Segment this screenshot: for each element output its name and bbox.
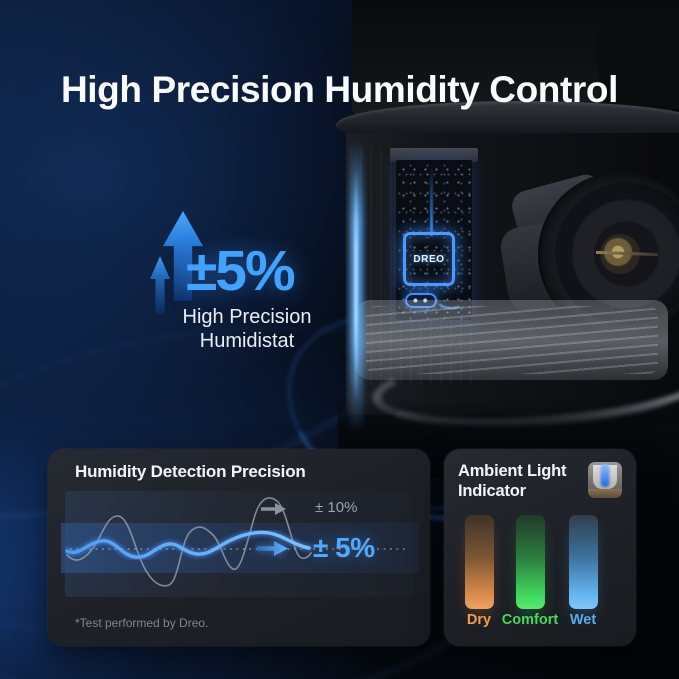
footnote: *Test performed by Dreo. [75,616,209,630]
headline: High Precision Humidity Control [60,69,619,110]
humidity-sensor-icon [405,293,437,308]
comfort-indicator-bar [516,515,545,609]
precision-caption-line1: High Precision [182,306,312,328]
ambient-title-line1: Ambient Light [458,462,567,480]
baseline-wave [66,497,312,587]
precision-wave-chart: ± 10% ± 5% [61,491,419,597]
ambient-title-line2: Indicator [458,482,526,500]
arrow-right-icon [261,503,286,515]
blue-light-strip-core [354,170,358,400]
board-bracket [390,148,478,162]
water-tank-base [356,300,668,380]
precision-caption: High Precision Humidistat [147,305,347,353]
comfort-label: Comfort [501,612,559,628]
card-title: Ambient Light Indicator [458,461,567,501]
wet-label: Wet [569,612,597,628]
wave-graphic [65,497,405,587]
card-title: Humidity Detection Precision [75,462,306,481]
dreo-chip-icon: DREO [403,232,455,286]
humidifier-thumbnail-icon [588,462,622,498]
thumbnail-base [588,489,622,498]
precision-caption-line2: Humidistat [199,330,295,352]
thumbnail-light-glow [600,464,610,487]
arrow-right-icon [257,541,288,556]
dreo-wave [65,530,311,559]
wet-indicator-bar [569,515,598,609]
precision-value: ±5% [186,239,296,303]
baseline-precision-label: ± 10% [315,499,358,516]
ambient-light-card: Ambient Light Indicator Dry Comfort Wet [444,449,636,646]
dry-indicator-bar [465,515,494,609]
chip-glow-trace [430,166,433,236]
dry-label: Dry [466,612,492,628]
dreo-chip-label: DREO [413,253,445,265]
humidity-precision-card: Humidity Detection Precision [48,449,430,646]
dreo-precision-label: ± 5% [313,532,375,563]
